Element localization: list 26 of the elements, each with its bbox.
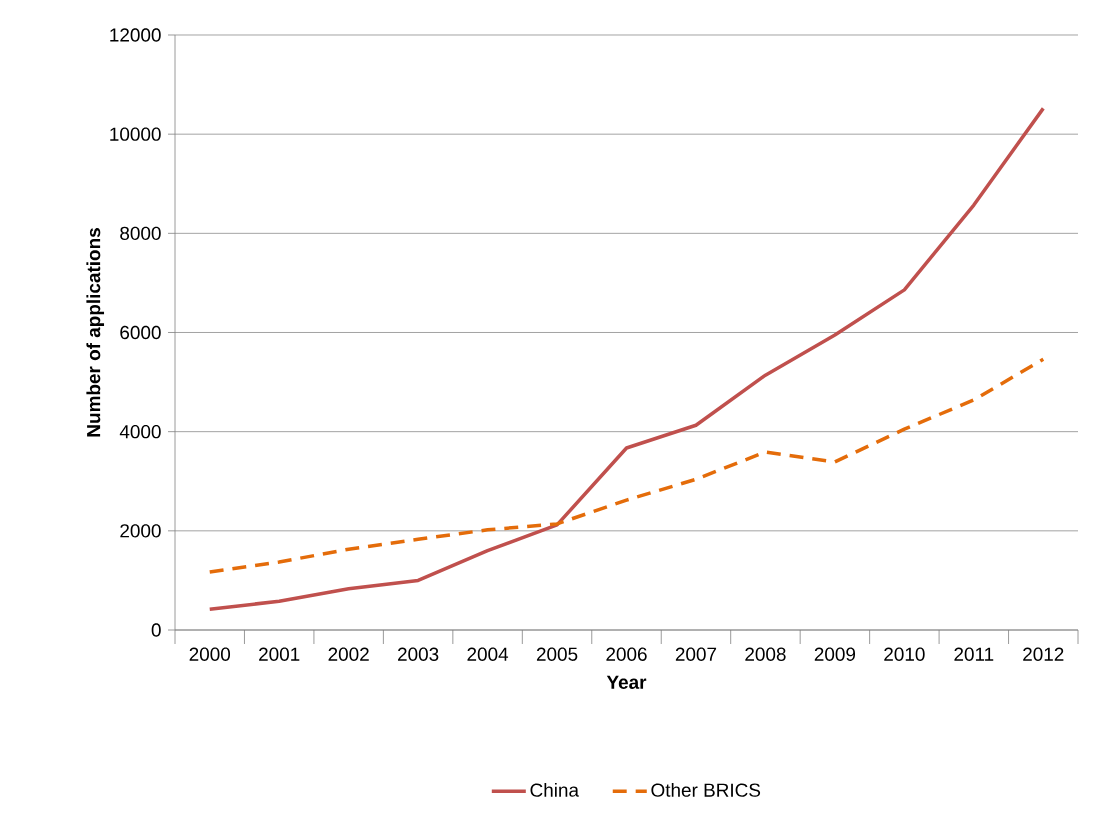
x-tick-label: 2010 <box>884 647 925 661</box>
legend-label: China <box>530 782 580 797</box>
x-tick-label: 2011 <box>954 647 994 661</box>
y-tick-label: 6000 <box>120 325 161 340</box>
x-tick-label: 2001 <box>259 647 300 661</box>
x-tick-label: 2008 <box>745 647 786 661</box>
y-tick-label: 4000 <box>119 424 161 439</box>
y-axis-title: Number of applications <box>86 228 105 437</box>
y-tick-label: 10000 <box>110 127 161 141</box>
y-tick-label: 0 <box>151 623 161 637</box>
x-axis-title: Year <box>606 675 647 689</box>
x-tick-label: 2000 <box>189 647 231 661</box>
y-tick-label: 8000 <box>120 226 161 241</box>
x-tick-label: 2002 <box>328 647 369 661</box>
x-tick-label: 2012 <box>1023 647 1064 661</box>
line-series <box>207 357 1046 574</box>
line-series <box>207 106 1046 611</box>
x-tick-label: 2003 <box>398 647 439 661</box>
x-tick-label: 2004 <box>467 647 509 661</box>
legend-label: Other BRICS <box>651 782 761 797</box>
x-tick-label: 2006 <box>606 647 647 661</box>
x-tick-label: 2009 <box>814 647 856 661</box>
y-tick-label: 2000 <box>120 524 161 538</box>
x-tick-label: 2005 <box>536 647 578 661</box>
x-tick-label: 2007 <box>675 647 717 661</box>
y-tick-label: 12000 <box>110 28 161 42</box>
